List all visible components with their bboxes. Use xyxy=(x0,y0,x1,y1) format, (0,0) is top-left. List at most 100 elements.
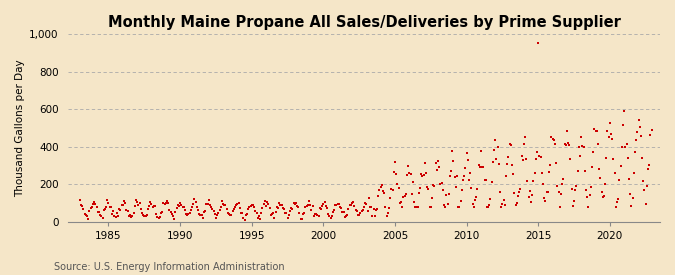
Point xyxy=(599,194,610,199)
Point xyxy=(428,182,439,187)
Point xyxy=(399,194,410,198)
Point xyxy=(576,135,587,139)
Point xyxy=(268,210,279,215)
Point xyxy=(201,201,212,206)
Point xyxy=(645,133,656,137)
Point xyxy=(180,208,190,212)
Point xyxy=(554,205,565,209)
Point xyxy=(369,214,380,218)
Point xyxy=(468,205,479,209)
Point xyxy=(603,135,614,140)
Point xyxy=(491,157,502,161)
Point xyxy=(489,147,500,152)
Point xyxy=(173,203,184,208)
Point xyxy=(288,200,299,205)
Point xyxy=(332,202,343,206)
Point xyxy=(310,212,321,216)
Point xyxy=(485,197,496,201)
Point xyxy=(605,121,616,126)
Point xyxy=(540,198,551,203)
Point xyxy=(496,205,507,209)
Point xyxy=(512,200,522,205)
Point xyxy=(517,157,528,162)
Point xyxy=(363,196,374,200)
Point xyxy=(96,213,107,218)
Point xyxy=(419,161,430,165)
Point xyxy=(103,201,114,205)
Point xyxy=(450,175,460,179)
Point xyxy=(192,208,203,213)
Point xyxy=(588,150,599,155)
Point xyxy=(111,211,122,215)
Point xyxy=(531,157,541,162)
Point xyxy=(116,203,127,207)
Point xyxy=(572,169,583,173)
Point xyxy=(610,171,620,175)
Point xyxy=(630,150,641,155)
Point xyxy=(356,208,367,213)
Point xyxy=(594,167,605,172)
Point xyxy=(231,202,242,207)
Point xyxy=(350,208,361,213)
Point xyxy=(110,215,121,220)
Point xyxy=(234,206,245,210)
Point xyxy=(358,205,369,210)
Point xyxy=(373,194,383,198)
Point xyxy=(244,205,254,210)
Point xyxy=(79,212,90,216)
Point xyxy=(632,130,643,134)
Point xyxy=(219,203,230,208)
Point xyxy=(374,188,385,192)
Point xyxy=(396,200,406,205)
Point xyxy=(618,122,628,127)
Point xyxy=(349,204,360,209)
Point xyxy=(504,142,515,146)
Point xyxy=(182,213,192,217)
Point xyxy=(342,213,352,217)
Point xyxy=(293,205,304,210)
Point xyxy=(242,212,252,216)
Point xyxy=(227,209,238,213)
Point xyxy=(150,204,161,208)
Point xyxy=(138,213,148,217)
Point xyxy=(487,160,498,164)
Point xyxy=(267,212,277,217)
Point xyxy=(452,174,462,178)
Point xyxy=(637,155,647,160)
Point xyxy=(643,167,653,171)
Point xyxy=(119,199,130,203)
Point xyxy=(192,205,202,209)
Point xyxy=(273,205,284,210)
Point xyxy=(607,137,618,141)
Point xyxy=(560,143,571,147)
Point xyxy=(546,135,557,139)
Point xyxy=(354,213,364,218)
Point xyxy=(151,211,161,216)
Point xyxy=(450,185,461,189)
Point xyxy=(348,200,358,205)
Point xyxy=(443,191,454,196)
Point xyxy=(411,205,422,209)
Point xyxy=(132,200,142,205)
Point xyxy=(352,209,362,213)
Point xyxy=(537,182,548,186)
Point xyxy=(380,205,391,210)
Point xyxy=(481,205,492,209)
Point xyxy=(466,186,477,190)
Point xyxy=(206,205,217,209)
Point xyxy=(310,212,321,216)
Point xyxy=(533,41,543,46)
Point xyxy=(290,202,300,206)
Point xyxy=(299,211,310,216)
Point xyxy=(584,192,595,197)
Point xyxy=(577,144,588,148)
Point xyxy=(340,214,350,219)
Point xyxy=(265,212,276,217)
Point xyxy=(171,206,182,210)
Point xyxy=(188,202,198,206)
Point xyxy=(239,218,250,222)
Point xyxy=(574,145,585,149)
Point xyxy=(472,187,483,191)
Point xyxy=(80,213,91,218)
Point xyxy=(302,203,313,207)
